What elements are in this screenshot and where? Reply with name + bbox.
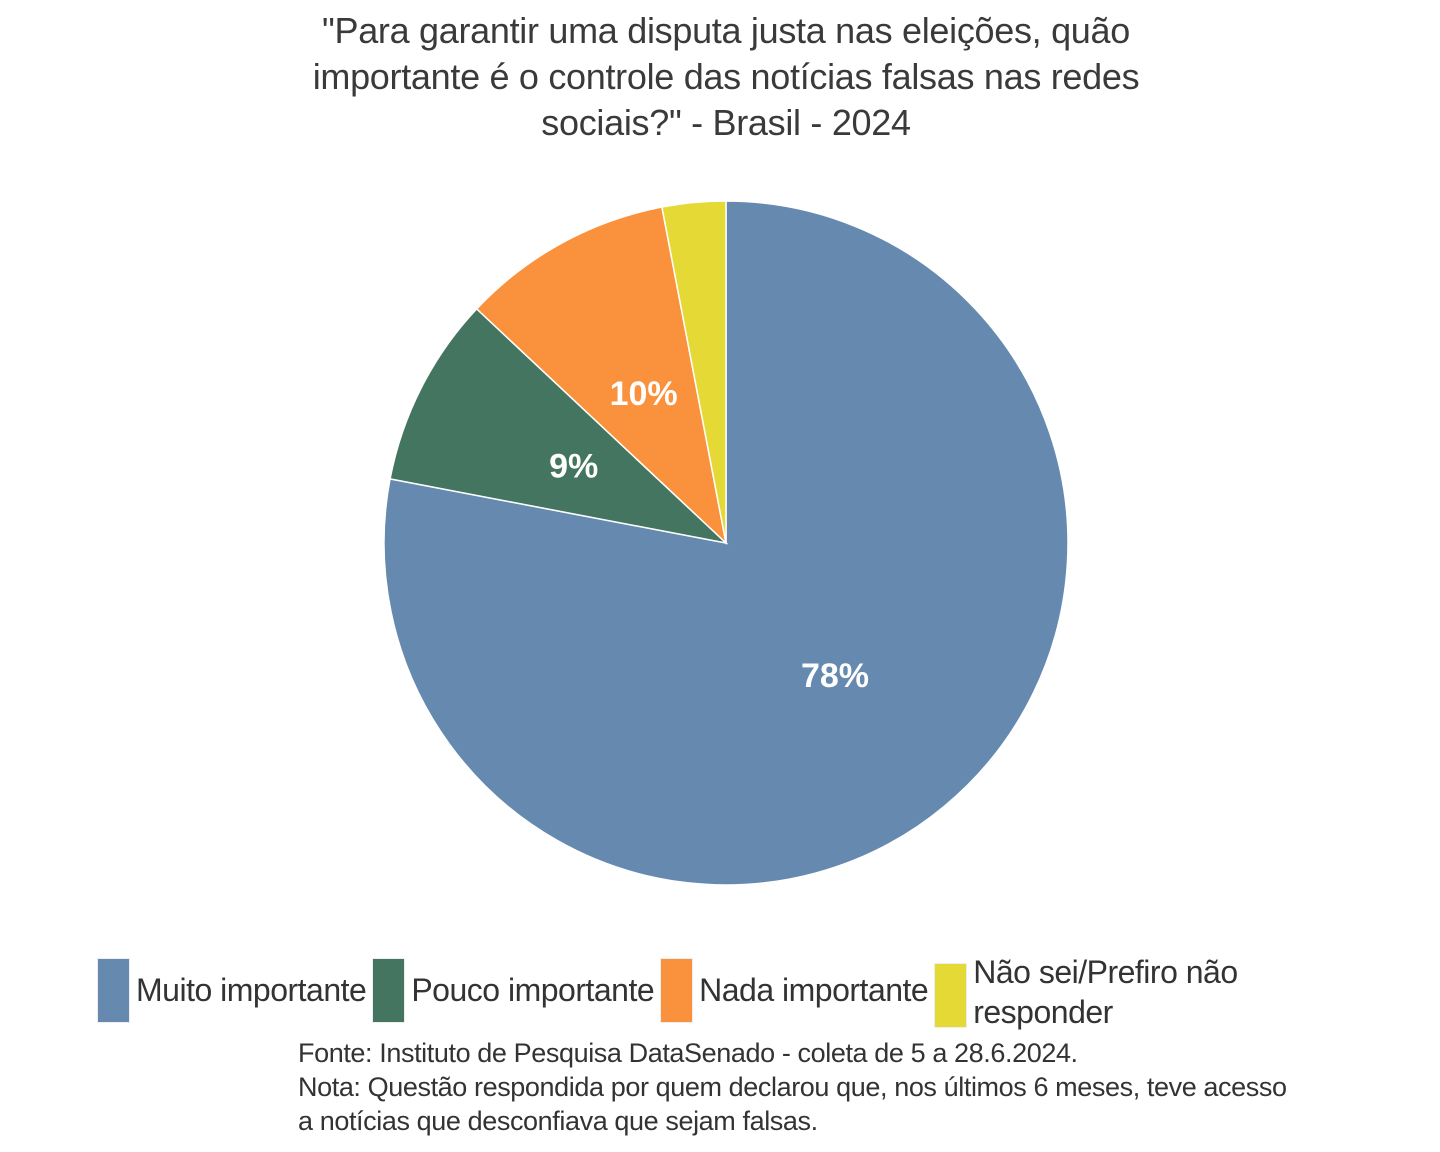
data-label-1: 9% <box>549 447 598 485</box>
legend-item-muito: Muito importante <box>97 958 367 1023</box>
pie-chart: 78% 9% 10% <box>383 200 1069 886</box>
data-label-2: 10% <box>610 375 678 413</box>
legend-item-nada: Nada importante <box>660 958 929 1023</box>
legend-label: Não sei/Prefiro não responder <box>973 954 1238 1030</box>
data-label-0: 78% <box>801 657 869 695</box>
legend-label: Pouco importante <box>411 972 655 1008</box>
legend-swatch <box>97 958 130 1023</box>
source-note: Fonte: Instituto de Pesquisa DataSenado … <box>298 1038 1078 1068</box>
pie-slice-1 <box>389 307 729 545</box>
pie-slice-3 <box>661 200 727 544</box>
chart-title: "Para garantir uma disputa justa nas ele… <box>0 8 1440 146</box>
note-line: a notícias que desconfiava que sejam fal… <box>298 1106 818 1136</box>
source-notes: Fonte: Instituto de Pesquisa DataSenado … <box>298 1036 1287 1138</box>
legend-item-pouco: Pouco importante <box>372 958 655 1023</box>
legend-label: Muito importante <box>136 972 367 1008</box>
legend: Muito importante Pouco importante Nada i… <box>97 954 1279 1032</box>
legend-swatch <box>372 958 406 1023</box>
legend-swatch <box>934 962 968 1028</box>
pie-slice-2 <box>475 206 728 546</box>
note-line: Nota: Questão respondida por quem declar… <box>298 1072 1287 1102</box>
title-line: sociais?" - Brasil - 2024 <box>541 102 911 143</box>
legend-swatch <box>660 958 694 1023</box>
legend-item-nao-sei: Não sei/Prefiro não responder <box>934 954 1273 1032</box>
title-line: "Para garantir uma disputa justa nas ele… <box>322 10 1130 51</box>
legend-label: Nada importante <box>699 972 929 1008</box>
title-line: importante é o controle das notícias fal… <box>312 56 1140 97</box>
